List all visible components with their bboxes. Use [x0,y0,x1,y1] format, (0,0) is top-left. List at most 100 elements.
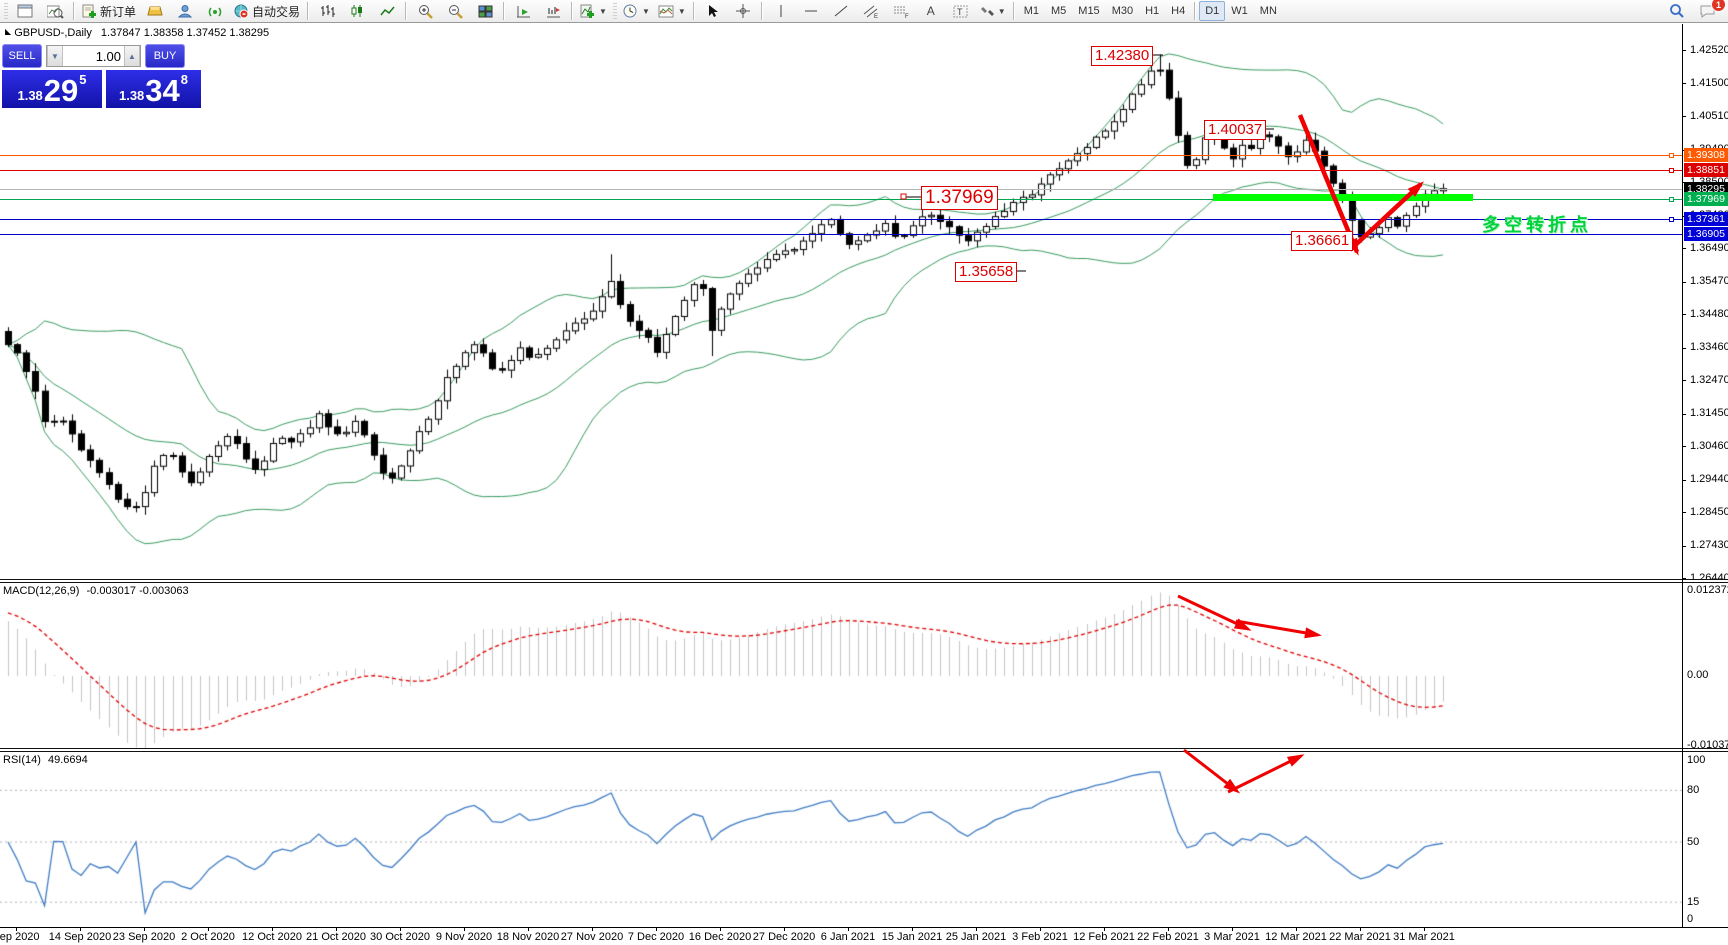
rsi-axis-label: 100 [1687,754,1706,766]
text-tool-icon: A [926,4,935,18]
timeframe-button-h4[interactable]: H4 [1171,5,1186,17]
search-button[interactable] [1662,0,1692,22]
timeframe-button-m30[interactable]: M30 [1111,5,1134,17]
price-callout-1.37969[interactable]: 1.37969 [921,186,998,210]
toolbar-grip[interactable] [4,3,8,19]
user-icon [178,5,193,18]
one-click-trading-panel: SELL ▼ 1.00 ▲ BUY 1.38 29 5 1.38 34 8 [2,44,201,108]
fibonacci-tool[interactable]: F [886,0,916,22]
text-tool[interactable]: A [916,0,946,22]
price-callout-1.42380[interactable]: 1.42380 [1091,46,1154,66]
timeframe-button-m15[interactable]: M15 [1078,5,1100,17]
auto-trading-button[interactable]: 自动交易 [230,0,304,22]
toolbar-separator [405,2,408,20]
trendline-icon [834,5,848,17]
window-icon [17,4,33,18]
bar-chart-mode-button[interactable] [312,0,342,22]
price-tick [1682,116,1686,117]
buy-button[interactable]: BUY [145,44,185,68]
zoom-in-button[interactable] [410,0,440,22]
timeframe-button-m1[interactable]: M1 [1023,5,1039,17]
macd-indicator-chart[interactable] [0,583,1682,749]
price-callout-1.40037[interactable]: 1.40037 [1204,120,1267,140]
main-price-chart[interactable] [0,24,1682,579]
rsi-indicator-chart[interactable] [0,752,1682,927]
notifications-button[interactable]: 1 [1692,0,1726,22]
timeframe-button-h1[interactable]: H1 [1145,5,1160,17]
date-tick [912,927,913,931]
horizontal-line-1.36905[interactable] [0,234,1682,235]
horizontal-line-1.37361[interactable] [0,219,1682,220]
date-tick [16,927,17,931]
date-tick-label: 27 Nov 2020 [560,931,624,943]
date-tick [528,927,529,931]
trendline-tool[interactable] [826,0,856,22]
line-chart-mode-button[interactable] [372,0,402,22]
macd-values: -0.003017 -0.003063 [86,585,189,597]
price-axis-badge: 1.37361 [1684,212,1728,226]
sell-price-display[interactable]: 1.38 29 5 [2,70,102,108]
new-order-button[interactable]: 新订单 [78,0,140,22]
price-tick-label: 1.40510 [1690,109,1728,122]
date-tick-label: 27 Dec 2020 [752,931,816,943]
templates-button[interactable]: ▼ [654,0,690,22]
cursor-tool-button[interactable] [698,0,728,22]
periods-button[interactable]: ▼ [619,0,654,22]
timeframe-button-m5[interactable]: M5 [1051,5,1067,17]
timeframe-button-mn[interactable]: MN [1259,5,1277,17]
auto-scroll-button[interactable] [508,0,538,22]
date-tick-label: 22 Feb 2021 [1137,931,1199,943]
indicators-button[interactable]: ▼ [576,0,611,22]
horizontal-line-1.39308[interactable] [0,155,1682,156]
zoom-out-button[interactable] [440,0,470,22]
current-bid-line[interactable] [0,189,1682,190]
data-window-icon[interactable] [40,0,70,22]
support-highlight-bar[interactable] [1213,194,1473,201]
buy-price-display[interactable]: 1.38 34 8 [106,70,201,108]
toolbar-separator [307,2,310,20]
horizontal-line-1.38851[interactable] [0,170,1682,171]
zoom-out-icon [448,4,463,19]
vertical-line-tool[interactable] [766,0,796,22]
line-handle[interactable] [1669,197,1674,202]
channel-tool[interactable]: E [856,0,886,22]
pane-separator[interactable] [0,748,1728,752]
timeframe-bar: M1 M5 M15 M30 H1 H4 D1 W1 MN [1018,1,1283,21]
text-label-tool[interactable]: T [946,0,976,22]
line-handle[interactable] [1669,168,1674,173]
volume-decrease-button[interactable]: ▼ [47,46,63,66]
macd-axis-label: 0.00 [1687,669,1709,681]
price-callout-1.36661[interactable]: 1.36661 [1291,231,1354,251]
volume-input[interactable]: 1.00 [95,48,121,64]
line-handle[interactable] [1669,153,1674,158]
price-tick-label: 1.29440 [1690,473,1728,486]
arrows-caret-icon: ▼ [997,6,1006,16]
pane-separator[interactable] [0,579,1728,583]
signals-button[interactable] [200,0,230,22]
price-tick [1682,314,1686,316]
window-list-icon[interactable] [10,0,40,22]
sell-button[interactable]: SELL [2,44,42,68]
price-tick-label: 1.33460 [1690,341,1728,354]
price-axis-border [1682,24,1683,927]
chart-shift-button[interactable] [538,0,568,22]
toolbar-grip[interactable] [612,3,617,19]
price-tick [1682,50,1686,51]
price-tick-label: 1.35470 [1690,275,1728,288]
market-watch-button[interactable] [140,0,170,22]
crosshair-tool-button[interactable] [728,0,758,22]
arrows-tool[interactable]: ▼ [976,0,1010,22]
accounts-button[interactable] [170,0,200,22]
tile-windows-button[interactable] [470,0,500,22]
date-tick [464,927,465,931]
horizontal-line-tool[interactable] [796,0,826,22]
volume-increase-button[interactable]: ▲ [124,46,140,66]
timeframe-button-d1[interactable]: D1 [1199,1,1226,21]
timeframe-button-w1[interactable]: W1 [1231,5,1248,17]
horizontal-line-1.37969[interactable] [0,199,1682,200]
line-handle[interactable] [1669,217,1674,222]
candlestick-mode-button[interactable] [342,0,372,22]
price-callout-1.35658[interactable]: 1.35658 [955,262,1018,282]
main-toolbar: 新订单 自动交易 [0,0,1728,23]
price-tick [1682,83,1686,85]
